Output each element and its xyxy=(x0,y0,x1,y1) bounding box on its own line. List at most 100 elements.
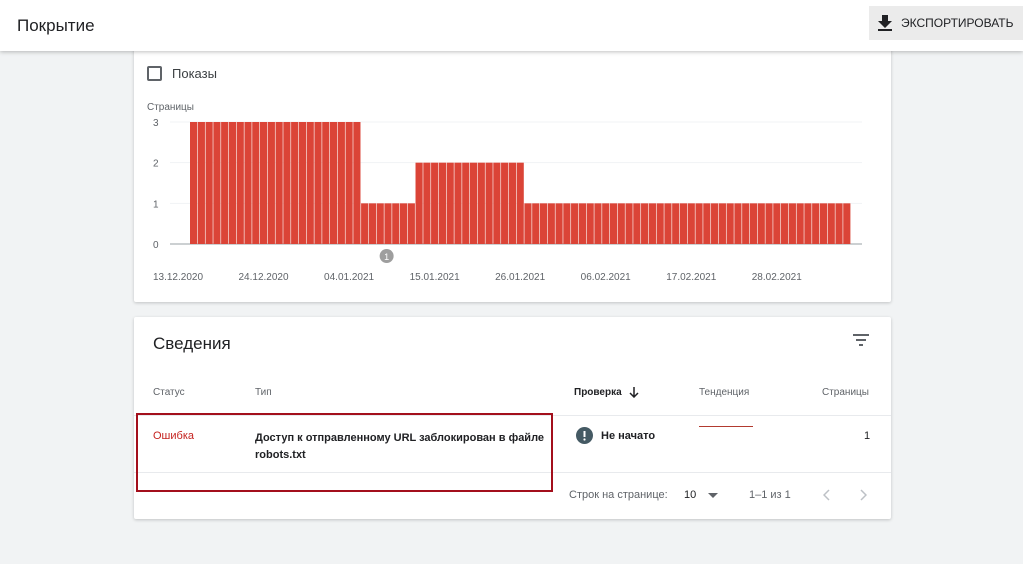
bar xyxy=(749,203,758,244)
export-label: ЭКСПОРТИРОВАТЬ xyxy=(901,16,1014,30)
export-button[interactable]: ЭКСПОРТИРОВАТЬ xyxy=(869,6,1023,40)
bar xyxy=(423,162,431,244)
highlight-box xyxy=(136,413,553,492)
filter-icon[interactable] xyxy=(852,333,870,347)
bar xyxy=(679,203,688,244)
divider xyxy=(134,415,891,416)
bar xyxy=(267,122,275,244)
pages-cell: 1 xyxy=(864,430,871,442)
column-trend[interactable]: Тенденция xyxy=(699,387,750,398)
download-icon xyxy=(878,15,892,31)
details-card: Сведения Статус Тип Проверка Тенденция С… xyxy=(134,317,891,519)
bar xyxy=(524,203,532,244)
bar xyxy=(322,122,330,244)
x-tick-label: 28.02.2021 xyxy=(752,272,802,283)
bar xyxy=(438,162,447,244)
page-title: Покрытие xyxy=(17,16,95,35)
bar xyxy=(190,122,198,244)
bar xyxy=(291,122,299,244)
column-pages[interactable]: Страницы xyxy=(822,387,869,398)
bar xyxy=(469,162,478,244)
x-tick-label: 17.02.2021 xyxy=(666,272,716,283)
bar xyxy=(602,203,610,244)
rows-value: 10 xyxy=(684,489,697,501)
impressions-checkbox[interactable]: Показы xyxy=(147,66,217,81)
column-status[interactable]: Статус xyxy=(153,387,185,398)
y-tick-label: 2 xyxy=(153,159,159,170)
bar xyxy=(819,203,828,244)
check-cell: Не начато xyxy=(576,427,655,444)
bar xyxy=(578,203,586,244)
bar xyxy=(368,203,377,244)
page-range: 1–1 из 1 xyxy=(749,489,791,501)
bar xyxy=(213,122,221,244)
bar xyxy=(687,203,695,244)
bar xyxy=(641,203,649,244)
bar xyxy=(664,203,672,244)
trend-sparkline xyxy=(699,426,753,427)
bar xyxy=(609,203,618,244)
bar xyxy=(773,203,781,244)
bar xyxy=(672,203,680,244)
bar xyxy=(703,203,711,244)
annotation-label: 1 xyxy=(384,252,389,262)
check-label: Не начато xyxy=(601,429,656,442)
bar xyxy=(843,203,851,244)
bar xyxy=(228,122,237,244)
type-line-1: Доступ к отправленному URL заблокирован … xyxy=(255,432,545,444)
bar xyxy=(765,203,773,244)
bar xyxy=(563,203,571,244)
y-axis-label: Страницы xyxy=(147,102,194,113)
bar xyxy=(244,122,252,244)
bar xyxy=(259,122,268,244)
bar xyxy=(454,162,462,244)
bar xyxy=(376,203,384,244)
bar xyxy=(695,203,703,244)
type-cell[interactable]: Доступ к отправленному URL заблокирован … xyxy=(255,430,544,464)
column-check[interactable]: Проверка xyxy=(574,387,639,398)
bar xyxy=(547,203,555,244)
next-page-icon[interactable] xyxy=(859,489,867,501)
column-type[interactable]: Тип xyxy=(255,387,272,398)
x-tick-label: 24.12.2020 xyxy=(239,272,289,283)
bar xyxy=(236,122,244,244)
bar xyxy=(508,162,517,244)
bar xyxy=(656,203,664,244)
rows-per-page-label: Строк на странице: xyxy=(569,489,668,501)
annotation-marker xyxy=(379,249,394,263)
checkbox-box[interactable] xyxy=(147,66,162,81)
bar xyxy=(812,203,820,244)
bar xyxy=(462,162,470,244)
bar xyxy=(711,203,719,244)
details-title: Сведения xyxy=(153,334,231,353)
y-tick-label: 1 xyxy=(153,199,159,210)
bar xyxy=(617,203,625,244)
dropdown-icon xyxy=(708,492,719,498)
bar xyxy=(726,203,734,244)
bar xyxy=(734,203,742,244)
x-tick-label: 06.02.2021 xyxy=(581,272,631,283)
x-tick-label: 13.12.2020 xyxy=(153,272,203,283)
bar xyxy=(329,122,338,244)
bar xyxy=(718,203,726,244)
bar xyxy=(781,203,789,244)
x-tick-label: 26.01.2021 xyxy=(495,272,545,283)
bar xyxy=(532,203,540,244)
bar xyxy=(252,122,260,244)
bar xyxy=(431,162,439,244)
x-tick-label: 04.01.2021 xyxy=(324,272,374,283)
bar xyxy=(594,203,602,244)
bar xyxy=(392,203,400,244)
type-line-2: robots.txt xyxy=(255,449,306,461)
bar xyxy=(516,162,524,244)
bar xyxy=(361,203,369,244)
bar xyxy=(788,203,796,244)
prev-page-icon[interactable] xyxy=(823,489,831,501)
bar xyxy=(485,162,493,244)
y-tick-label: 0 xyxy=(153,240,159,251)
bar xyxy=(275,122,283,244)
bar xyxy=(306,122,314,244)
bar xyxy=(345,122,353,244)
rows-per-page-select[interactable]: 10 xyxy=(684,489,719,501)
bar xyxy=(197,122,205,244)
